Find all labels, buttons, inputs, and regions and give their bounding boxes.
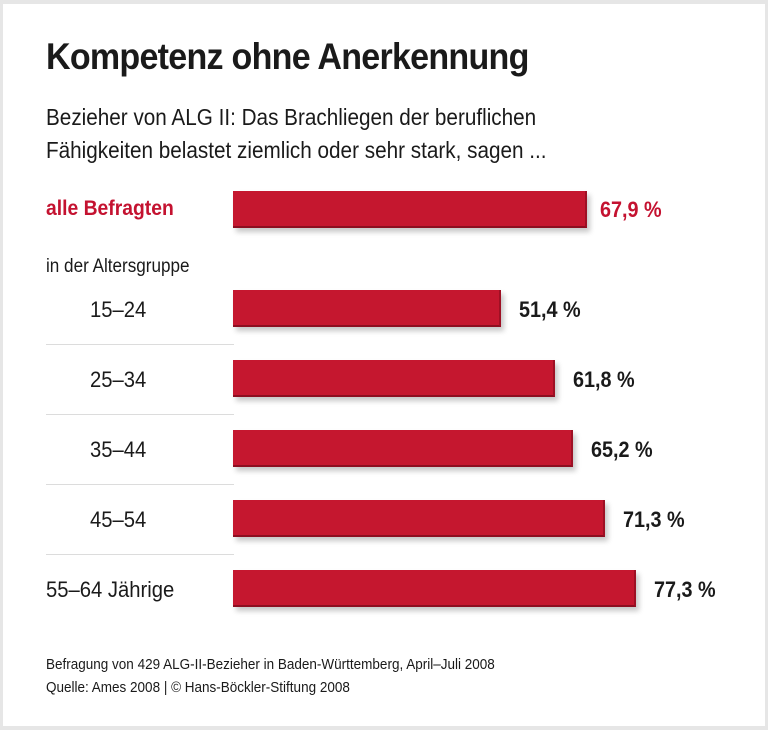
- row-separator: [46, 484, 234, 485]
- footnote-source: Quelle: Ames 2008 | © Hans-Böckler-Stift…: [46, 679, 350, 696]
- chart-subtitle: Bezieher von ALG II: Das Brachliegen der…: [46, 101, 547, 167]
- value-label: 65,2 %: [591, 437, 653, 462]
- value-label: 77,3 %: [654, 577, 716, 602]
- chart-title: Kompetenz ohne Anerkennung: [46, 36, 529, 77]
- category-label: 45–54: [90, 507, 147, 532]
- value-label: 71,3 %: [622, 507, 685, 532]
- footnote-survey: Befragung von 429 ALG-II-Bezieher in Bad…: [46, 656, 495, 673]
- value-label: 61,8 %: [573, 367, 635, 392]
- value-label-total: 67,9 %: [600, 197, 662, 222]
- bar-total: [233, 191, 588, 228]
- category-label: 25–34: [90, 367, 147, 392]
- bar: [233, 360, 556, 397]
- category-label: 35–44: [90, 437, 147, 462]
- bar: [233, 290, 502, 327]
- subtitle-line-2: Fähigkeiten belastet ziemlich oder sehr …: [46, 137, 547, 163]
- total-label: alle Befragten: [46, 197, 174, 220]
- row-separator: [46, 414, 234, 415]
- category-label: 55–64 Jährige: [46, 577, 175, 602]
- value-label: 51,4 %: [519, 297, 581, 322]
- row-separator: [46, 554, 234, 555]
- category-label: 15–24: [90, 297, 147, 322]
- bar: [233, 430, 574, 467]
- bar: [233, 570, 637, 607]
- group-label: in der Altersgruppe: [46, 256, 190, 277]
- subtitle-line-1: Bezieher von ALG II: Das Brachliegen der…: [46, 104, 537, 130]
- row-separator: [46, 344, 234, 345]
- bar: [233, 500, 605, 537]
